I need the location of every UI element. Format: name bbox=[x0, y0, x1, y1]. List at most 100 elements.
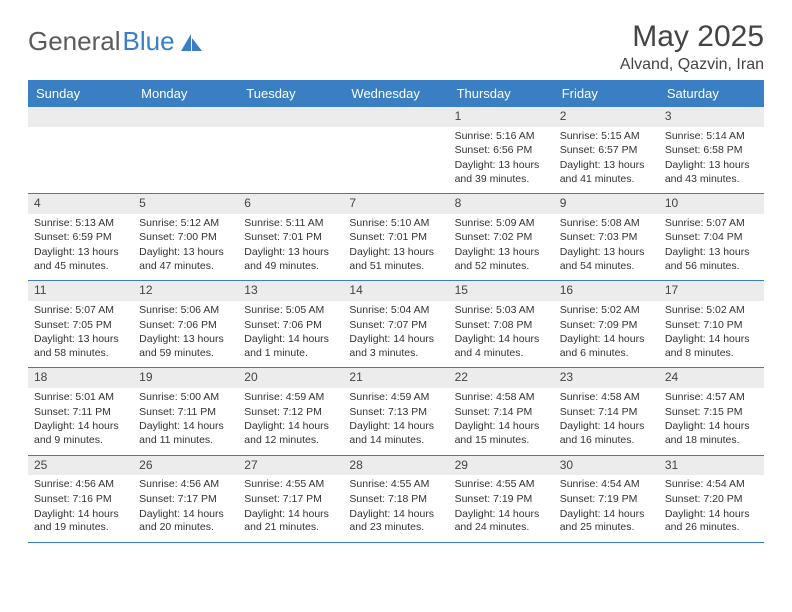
day-number: 17 bbox=[659, 281, 764, 301]
daylight-text: Daylight: 14 hours and 11 minutes. bbox=[139, 420, 232, 447]
daylight-text: Daylight: 13 hours and 41 minutes. bbox=[560, 159, 653, 186]
sunset-text: Sunset: 7:03 PM bbox=[560, 231, 653, 245]
sunrise-text: Sunrise: 5:06 AM bbox=[139, 304, 232, 318]
day-cell: 18Sunrise: 5:01 AMSunset: 7:11 PMDayligh… bbox=[28, 368, 133, 454]
daylight-text: Daylight: 14 hours and 4 minutes. bbox=[455, 333, 548, 360]
day-cell: 25Sunrise: 4:56 AMSunset: 7:16 PMDayligh… bbox=[28, 456, 133, 542]
sunset-text: Sunset: 7:19 PM bbox=[455, 493, 548, 507]
sunset-text: Sunset: 7:19 PM bbox=[560, 493, 653, 507]
day-number: 7 bbox=[343, 194, 448, 214]
daylight-text: Daylight: 13 hours and 54 minutes. bbox=[560, 246, 653, 273]
brand-logo: GeneralBlue bbox=[28, 20, 203, 57]
day-number: 22 bbox=[449, 368, 554, 388]
daylight-text: Daylight: 13 hours and 45 minutes. bbox=[34, 246, 127, 273]
sunrise-text: Sunrise: 4:55 AM bbox=[244, 478, 337, 492]
day-number: 27 bbox=[238, 456, 343, 476]
daylight-text: Daylight: 14 hours and 23 minutes. bbox=[349, 508, 442, 535]
day-cell: 4Sunrise: 5:13 AMSunset: 6:59 PMDaylight… bbox=[28, 194, 133, 280]
sunrise-text: Sunrise: 4:54 AM bbox=[665, 478, 758, 492]
sunrise-text: Sunrise: 5:11 AM bbox=[244, 217, 337, 231]
sunrise-text: Sunrise: 5:05 AM bbox=[244, 304, 337, 318]
sunset-text: Sunset: 7:05 PM bbox=[34, 319, 127, 333]
day-cell: 9 Sunrise: 5:08 AMSunset: 7:03 PMDaylight… bbox=[554, 194, 659, 280]
sunset-text: Sunset: 7:07 PM bbox=[349, 319, 442, 333]
day-number: 23 bbox=[554, 368, 659, 388]
day-cell: 11Sunrise: 5:07 AMSunset: 7:05 PMDayligh… bbox=[28, 281, 133, 367]
sunrise-text: Sunrise: 5:03 AM bbox=[455, 304, 548, 318]
sunrise-text: Sunrise: 5:08 AM bbox=[560, 217, 653, 231]
day-cell: 6Sunrise: 5:11 AMSunset: 7:01 PMDaylight… bbox=[238, 194, 343, 280]
daylight-text: Daylight: 14 hours and 20 minutes. bbox=[139, 508, 232, 535]
week-row: ....1Sunrise: 5:16 AMSunset: 6:56 PMDayl… bbox=[28, 107, 764, 194]
sunrise-text: Sunrise: 4:57 AM bbox=[665, 391, 758, 405]
day-cell: 24Sunrise: 4:57 AMSunset: 7:15 PMDayligh… bbox=[659, 368, 764, 454]
logo-sail-icon bbox=[181, 34, 203, 52]
daylight-text: Daylight: 13 hours and 43 minutes. bbox=[665, 159, 758, 186]
daylight-text: Daylight: 14 hours and 18 minutes. bbox=[665, 420, 758, 447]
sunset-text: Sunset: 7:06 PM bbox=[139, 319, 232, 333]
daylight-text: Daylight: 13 hours and 39 minutes. bbox=[455, 159, 548, 186]
week-row: 4Sunrise: 5:13 AMSunset: 6:59 PMDaylight… bbox=[28, 194, 764, 281]
sunrise-text: Sunrise: 5:01 AM bbox=[34, 391, 127, 405]
sunset-text: Sunset: 6:59 PM bbox=[34, 231, 127, 245]
daylight-text: Daylight: 14 hours and 1 minute. bbox=[244, 333, 337, 360]
month-title: May 2025 bbox=[620, 20, 764, 54]
daylight-text: Daylight: 13 hours and 49 minutes. bbox=[244, 246, 337, 273]
day-cell: . bbox=[133, 107, 238, 193]
day-number: 26 bbox=[133, 456, 238, 476]
sunrise-text: Sunrise: 4:54 AM bbox=[560, 478, 653, 492]
sunset-text: Sunset: 7:18 PM bbox=[349, 493, 442, 507]
day-cell: 30Sunrise: 4:54 AMSunset: 7:19 PMDayligh… bbox=[554, 456, 659, 542]
day-cell: 10Sunrise: 5:07 AMSunset: 7:04 PMDayligh… bbox=[659, 194, 764, 280]
sunrise-text: Sunrise: 5:09 AM bbox=[455, 217, 548, 231]
sunrise-text: Sunrise: 4:59 AM bbox=[244, 391, 337, 405]
weekday-label: Tuesday bbox=[238, 80, 343, 107]
sunset-text: Sunset: 7:01 PM bbox=[349, 231, 442, 245]
day-cell: . bbox=[343, 107, 448, 193]
day-cell: 23Sunrise: 4:58 AMSunset: 7:14 PMDayligh… bbox=[554, 368, 659, 454]
sunrise-text: Sunrise: 5:10 AM bbox=[349, 217, 442, 231]
sunset-text: Sunset: 7:14 PM bbox=[455, 406, 548, 420]
sunrise-text: Sunrise: 4:56 AM bbox=[139, 478, 232, 492]
day-number: 21 bbox=[343, 368, 448, 388]
daylight-text: Daylight: 13 hours and 47 minutes. bbox=[139, 246, 232, 273]
weekday-label: Monday bbox=[133, 80, 238, 107]
day-cell: 29Sunrise: 4:55 AMSunset: 7:19 PMDayligh… bbox=[449, 456, 554, 542]
sunset-text: Sunset: 7:00 PM bbox=[139, 231, 232, 245]
day-cell: . bbox=[238, 107, 343, 193]
day-number: 19 bbox=[133, 368, 238, 388]
title-block: May 2025 Alvand, Qazvin, Iran bbox=[620, 20, 764, 74]
sunrise-text: Sunrise: 5:15 AM bbox=[560, 130, 653, 144]
day-number: . bbox=[238, 107, 343, 127]
brand-part2: Blue bbox=[123, 26, 175, 57]
sunrise-text: Sunrise: 5:14 AM bbox=[665, 130, 758, 144]
daylight-text: Daylight: 14 hours and 6 minutes. bbox=[560, 333, 653, 360]
sunrise-text: Sunrise: 4:58 AM bbox=[455, 391, 548, 405]
weekday-label: Wednesday bbox=[343, 80, 448, 107]
daylight-text: Daylight: 14 hours and 19 minutes. bbox=[34, 508, 127, 535]
daylight-text: Daylight: 14 hours and 14 minutes. bbox=[349, 420, 442, 447]
sunset-text: Sunset: 7:09 PM bbox=[560, 319, 653, 333]
sunset-text: Sunset: 6:57 PM bbox=[560, 144, 653, 158]
day-cell: 31Sunrise: 4:54 AMSunset: 7:20 PMDayligh… bbox=[659, 456, 764, 542]
weeks-container: ....1Sunrise: 5:16 AMSunset: 6:56 PMDayl… bbox=[28, 107, 764, 543]
day-number: 3 bbox=[659, 107, 764, 127]
day-number: 10 bbox=[659, 194, 764, 214]
daylight-text: Daylight: 13 hours and 58 minutes. bbox=[34, 333, 127, 360]
sunrise-text: Sunrise: 4:55 AM bbox=[349, 478, 442, 492]
day-number: 9 bbox=[554, 194, 659, 214]
sunrise-text: Sunrise: 4:56 AM bbox=[34, 478, 127, 492]
sunset-text: Sunset: 7:04 PM bbox=[665, 231, 758, 245]
day-cell: . bbox=[28, 107, 133, 193]
sunset-text: Sunset: 7:10 PM bbox=[665, 319, 758, 333]
sunrise-text: Sunrise: 5:07 AM bbox=[665, 217, 758, 231]
day-cell: 14Sunrise: 5:04 AMSunset: 7:07 PMDayligh… bbox=[343, 281, 448, 367]
day-number: 8 bbox=[449, 194, 554, 214]
day-number: 18 bbox=[28, 368, 133, 388]
sunset-text: Sunset: 7:16 PM bbox=[34, 493, 127, 507]
sunrise-text: Sunrise: 5:13 AM bbox=[34, 217, 127, 231]
day-cell: 27Sunrise: 4:55 AMSunset: 7:17 PMDayligh… bbox=[238, 456, 343, 542]
sunset-text: Sunset: 7:13 PM bbox=[349, 406, 442, 420]
daylight-text: Daylight: 14 hours and 26 minutes. bbox=[665, 508, 758, 535]
calendar-grid: Sunday Monday Tuesday Wednesday Thursday… bbox=[28, 80, 764, 543]
